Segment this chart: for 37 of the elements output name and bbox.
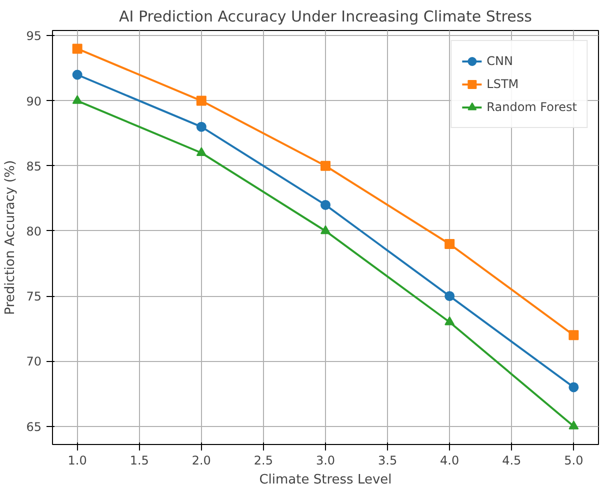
legend-label: Random Forest — [486, 100, 577, 114]
point — [444, 291, 455, 302]
point — [196, 147, 206, 156]
x-tick-label: 2.0 — [192, 454, 211, 468]
point — [568, 420, 579, 430]
y-tick-label: 80 — [26, 224, 42, 238]
x-tick-label: 1.5 — [130, 454, 149, 468]
point — [72, 95, 82, 104]
point — [320, 225, 330, 234]
y-tick-label: 65 — [26, 420, 42, 434]
chart-title: AI Prediction Accuracy Under Increasing Climate Stress — [119, 8, 532, 26]
point — [320, 200, 330, 210]
y-tick-label: 75 — [26, 290, 42, 304]
x-tick-label: 1.0 — [68, 454, 87, 468]
point — [196, 122, 206, 132]
y-tick-label: 70 — [26, 354, 42, 369]
x-tick-label: 3.0 — [316, 454, 336, 468]
legend-label: LSTM — [486, 77, 519, 91]
x-tick-label: 3.5 — [378, 454, 398, 468]
y-axis-title: Prediction Accuracy (%) — [3, 160, 18, 315]
point — [568, 382, 579, 392]
point — [72, 44, 82, 54]
y-tick-label: 95 — [26, 29, 42, 44]
y-tick-label: 90 — [26, 94, 42, 108]
x-tick-label: 2.5 — [254, 454, 274, 468]
x-tick-label: 4.0 — [440, 454, 460, 468]
x-axis-title: Climate Stress Level — [259, 472, 392, 488]
x-tick-label: 4.5 — [502, 454, 522, 468]
point — [444, 316, 455, 326]
point — [72, 70, 82, 80]
x-tick-label: 5.0 — [564, 454, 584, 468]
point — [320, 160, 330, 171]
point — [196, 96, 206, 106]
point — [444, 239, 455, 250]
legend-label: CNN — [486, 54, 514, 68]
y-tick-label: 85 — [26, 159, 42, 174]
point — [568, 330, 579, 340]
